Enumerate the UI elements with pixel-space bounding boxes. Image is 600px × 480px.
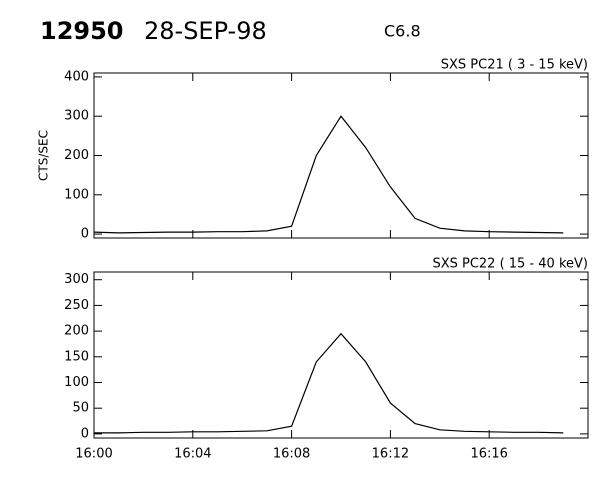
y-tick-label: 300 xyxy=(64,272,89,287)
x-tick-label: 16:04 xyxy=(174,447,211,462)
y-tick-label: 100 xyxy=(64,375,89,390)
panel-title: SXS PC22 ( 15 - 40 keV) xyxy=(432,257,588,272)
y-tick-label: 200 xyxy=(64,148,89,163)
flare-class: C6.8 xyxy=(384,22,421,41)
plot-frame xyxy=(93,72,589,239)
data-line xyxy=(93,115,564,234)
x-tick-label: 16:08 xyxy=(273,447,310,462)
y-tick-label: 400 xyxy=(64,69,89,84)
y-tick-label: 300 xyxy=(64,109,89,124)
x-tick-label: 16:12 xyxy=(372,447,409,462)
panel-title: SXS PC21 ( 3 - 15 keV) xyxy=(441,58,588,73)
y-tick-label: 0 xyxy=(81,227,89,242)
x-tick-label: 16:00 xyxy=(75,447,112,462)
event-date: 28-SEP-98 xyxy=(144,17,267,45)
y-tick-label: 250 xyxy=(64,298,89,313)
x-tick-label: 16:16 xyxy=(470,447,507,462)
y-tick-label: 100 xyxy=(64,187,89,202)
event-number: 12950 xyxy=(40,17,124,45)
y-tick-label: 0 xyxy=(81,426,89,441)
y-axis-label: CTS/SEC xyxy=(37,130,51,181)
y-tick-label: 50 xyxy=(72,401,89,416)
plot-frame xyxy=(93,271,589,439)
data-line xyxy=(94,332,564,434)
y-tick-label: 150 xyxy=(64,349,89,364)
y-tick-label: 200 xyxy=(64,324,89,339)
